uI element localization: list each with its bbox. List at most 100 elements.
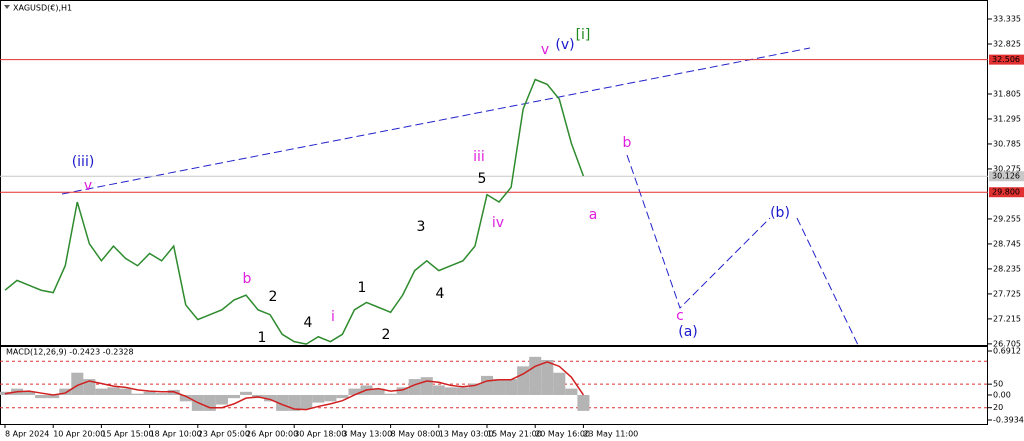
x-tick-label: 15 Apr 15:00 — [101, 430, 153, 439]
x-tick-label: 18 Apr 10:00 — [150, 430, 202, 439]
macd-bar — [300, 394, 313, 409]
macd-bar — [143, 391, 156, 395]
wave-label: 4 — [436, 286, 445, 302]
x-tick-label: 23 Apr 05:00 — [198, 430, 250, 439]
y-tick-label: 28.235 — [993, 264, 1021, 273]
macd-bar — [396, 387, 409, 395]
y-tick-label: 30.785 — [993, 139, 1021, 148]
y-tick-label: 30.275 — [993, 164, 1021, 173]
macd-bar — [505, 379, 518, 395]
wave-label: (v) — [555, 37, 574, 53]
wave-label: (b) — [770, 205, 790, 221]
y-tick-label: 50 — [993, 380, 1003, 389]
macd-bar — [468, 383, 481, 395]
y-tick-label: -0.3934 — [993, 416, 1024, 425]
macd-bar — [276, 394, 289, 411]
wave-label: 2 — [269, 289, 278, 305]
macd-bar — [155, 393, 168, 395]
wave-label: 4 — [304, 315, 313, 331]
x-tick-label: 20 May 16:00 — [535, 430, 590, 439]
macd-bar — [179, 394, 192, 402]
wave-label: 1 — [358, 280, 367, 296]
x-tick-label: 3 May 13:00 — [342, 430, 392, 439]
macd-bar — [420, 377, 433, 395]
wave-label: [i] — [576, 27, 591, 43]
macd-bar — [203, 394, 216, 411]
macd-bar — [312, 394, 325, 403]
wave-label: (a) — [678, 324, 698, 340]
y-tick-label: 28.745 — [993, 239, 1021, 248]
wave-label: 5 — [478, 171, 487, 187]
macd-bar — [493, 379, 506, 395]
wave-label: 2 — [382, 327, 391, 343]
x-tick-label: 10 Apr 20:00 — [53, 430, 105, 439]
level-label-bg — [989, 187, 1024, 198]
macd-title: MACD(12,26,9) -0.2423 -0.2328 — [6, 348, 134, 357]
x-tick-label: 15 May 21:00 — [487, 430, 542, 439]
level-label: 30.126 — [992, 172, 1020, 181]
x-tick-label: 8 May 08:00 — [391, 430, 441, 439]
symbol-icon — [4, 5, 10, 9]
y-tick-label: 20 — [993, 403, 1003, 412]
macd-bar — [324, 394, 337, 402]
macd-bar — [288, 394, 301, 411]
macd-bar — [336, 394, 349, 399]
macd-bar — [372, 388, 385, 395]
macd-bar — [541, 359, 554, 395]
macd-bar — [240, 391, 253, 395]
x-tick-label: 30 Apr 18:00 — [294, 430, 346, 439]
macd-bar — [456, 387, 469, 395]
wave-label: v — [541, 42, 549, 58]
x-tick-label: 26 Apr 00:00 — [246, 430, 298, 439]
wave-label: iv — [492, 215, 504, 231]
wave-label: (iii) — [72, 154, 95, 170]
price-line — [4, 78, 585, 345]
y-tick-label: 27.215 — [993, 314, 1021, 323]
chart-title: XAGUSD(€),H1 — [13, 4, 72, 13]
macd-bar — [35, 394, 48, 399]
macd-bar — [408, 379, 421, 395]
x-tick-label: 8 Apr 2024 — [5, 430, 49, 439]
wave-label: i — [331, 309, 335, 325]
macd-bar — [107, 387, 120, 395]
y-tick-label: 0.00 — [993, 390, 1011, 399]
level-label-bg — [989, 171, 1024, 182]
x-tick-label: 13 May 03:00 — [439, 430, 494, 439]
signal-line — [4, 361, 585, 411]
price-panel — [0, 0, 988, 346]
level-label: 29.800 — [992, 188, 1020, 197]
trend-line — [61, 47, 811, 195]
macd-bar — [517, 366, 530, 395]
y-tick-label: 29.255 — [993, 214, 1021, 223]
macd-bar — [131, 393, 144, 395]
y-tick-label: 31.295 — [993, 114, 1021, 123]
wave-label: b — [623, 135, 632, 151]
y-tick-label: 0.6912 — [993, 347, 1021, 356]
macd-bar — [71, 372, 84, 395]
macd-bar — [119, 388, 132, 395]
macd-bar — [47, 394, 60, 399]
wave-label: b — [243, 271, 252, 287]
y-tick-label: 33.335 — [993, 15, 1021, 24]
x-tick-label: 23 May 11:00 — [583, 430, 638, 439]
y-tick-label: 31.805 — [993, 89, 1021, 98]
macd-bar — [59, 388, 72, 395]
macd-bar — [215, 394, 228, 405]
macd-bar — [95, 388, 108, 395]
y-tick-label: 27.725 — [993, 289, 1021, 298]
wave-label: iii — [473, 149, 485, 165]
wave-label: 1 — [258, 330, 267, 346]
wave-label: 3 — [417, 219, 426, 235]
projection-line — [626, 154, 771, 309]
macd-bar — [577, 394, 590, 411]
macd-bar — [264, 394, 277, 402]
macd-bar — [384, 393, 397, 395]
macd-bar — [481, 375, 494, 395]
macd-bar — [227, 394, 240, 399]
level-label: 32.506 — [992, 55, 1020, 64]
y-tick-label: 26.705 — [993, 339, 1021, 348]
macd-bar — [444, 387, 457, 395]
wave-label: v — [84, 178, 92, 194]
macd-bar — [553, 372, 566, 395]
